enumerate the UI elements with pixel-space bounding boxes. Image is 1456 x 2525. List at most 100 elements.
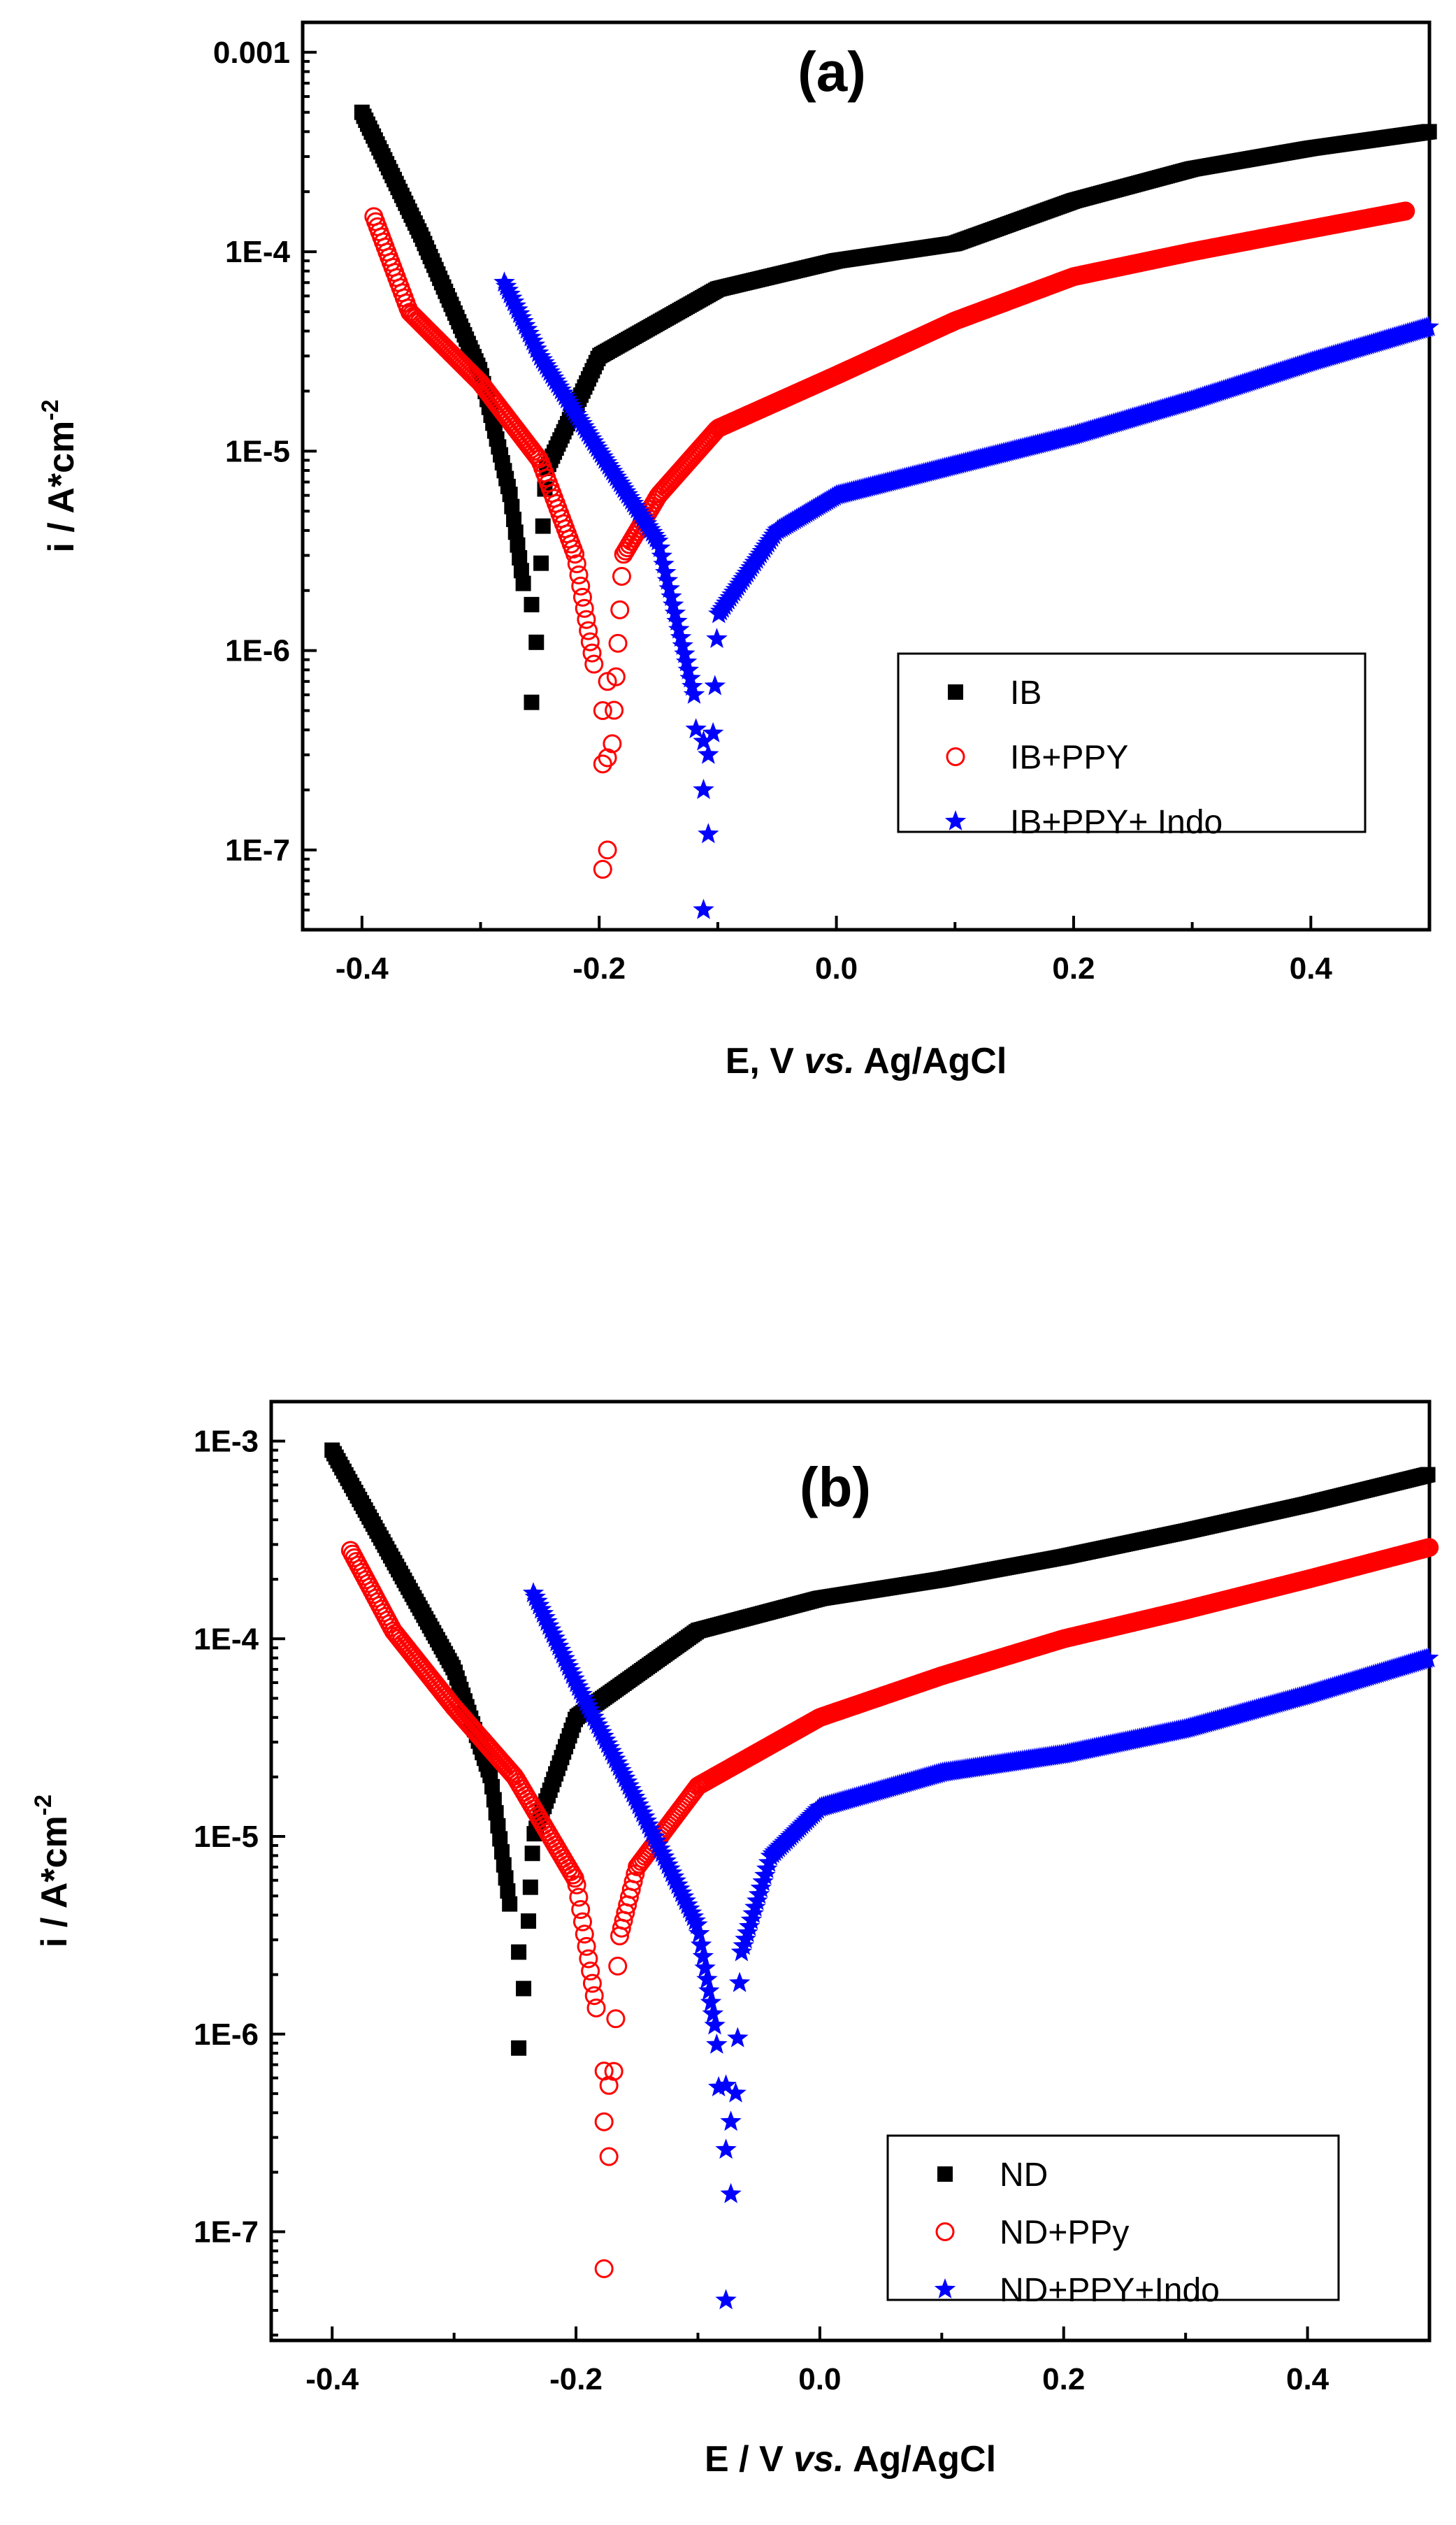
point-ib-ppy [608, 633, 628, 653]
point-ib [502, 487, 518, 503]
point-nd-ppy-indo [720, 2110, 742, 2131]
legend-label: ND+PPY+Indo [1000, 2272, 1220, 2309]
x-axis-title: E, V vs. Ag/AgCl [726, 1041, 1007, 1081]
x-tick-label: 0.0 [798, 2362, 841, 2396]
plot-frame [301, 20, 1432, 932]
point-ib-ppy-indo [693, 779, 714, 799]
point-ib-ppy [598, 672, 617, 691]
point-ib-ppy-indo [656, 569, 679, 590]
point-nd-ppy-indo [707, 2076, 730, 2096]
point-ib-ppy-indo [651, 545, 672, 566]
point-ib-ppy [582, 643, 602, 663]
point-nd [484, 1778, 500, 1794]
legend-label: ND [1000, 2157, 1048, 2194]
point-nd-ppy [594, 2062, 614, 2081]
point-nd [524, 1846, 540, 1862]
point-ib-ppy [565, 545, 585, 564]
point-ib [533, 555, 549, 571]
point-ib-ppy [612, 566, 631, 586]
point-nd-ppy [584, 1986, 604, 2006]
y-tick-label: 1E-6 [194, 2017, 259, 2052]
legend-marker [935, 2222, 955, 2241]
point-nd-ppy-indo [715, 2074, 737, 2095]
point-ib-ppy [577, 610, 596, 629]
point-ib-ppy-indo [702, 721, 724, 742]
point-ib-ppy [1396, 201, 1415, 221]
x-tick-label: -0.4 [336, 951, 389, 986]
point-nd-ppy [579, 1949, 598, 1969]
legend-label: ND+PPy [1000, 2215, 1129, 2252]
point-nd [496, 1857, 512, 1873]
point-nd [502, 1896, 518, 1912]
x-axis: -0.4 -0.2 0.0 0.2 0.4 [305, 2326, 1431, 2396]
x-tick-label: -0.2 [549, 2362, 603, 2396]
point-ib-ppy-indo [706, 628, 728, 648]
y-tick-label: 1E-6 [225, 634, 290, 668]
point-ib-ppy-indo [693, 730, 714, 751]
point-ib-ppy-indo [677, 659, 699, 679]
point-nd-ppy [1420, 1538, 1439, 1558]
point-nd-ppy-indo [700, 1991, 722, 2012]
point-nd-ppy [626, 1864, 645, 1884]
point-nd-ppy [606, 2009, 626, 2029]
data-points [324, 1442, 1439, 2310]
point-nd [516, 1980, 532, 1997]
point-ib-ppy-indo [664, 602, 686, 623]
point-ib-ppy [572, 587, 592, 607]
legend-marker [946, 747, 965, 766]
point-ib-ppy-indo [704, 675, 726, 696]
x-tick-label: 0.2 [1052, 951, 1095, 986]
point-nd-ppy-indo [706, 2034, 728, 2054]
point-ib [1421, 124, 1437, 140]
point-ib [510, 537, 526, 553]
point-nd-ppy [586, 1998, 606, 2017]
y-axis: 1E-7 1E-6 1E-5 1E-4 1E-3 [194, 1425, 285, 2337]
point-nd-ppy [608, 1957, 628, 1976]
point-nd-ppy [569, 1887, 589, 1907]
legend: IB IB+PPY IB+PPY+ Indo [897, 652, 1367, 841]
legend-box [886, 2134, 1340, 2301]
point-nd-ppy [567, 1875, 586, 1894]
legend-label: IB+PPY [1010, 740, 1128, 777]
point-ib-ppy [593, 700, 612, 720]
data-points [354, 104, 1439, 919]
point-nd-ppy [572, 1912, 592, 1931]
panel-a: -0.4 -0.2 0.0 0.2 0.4 1E-71E-61E-51E-40.001 … [37, 20, 1439, 1081]
legend: ND ND+PPy ND+PPY+Indo [886, 2134, 1340, 2309]
point-ib-ppy-indo [1418, 315, 1439, 336]
point-ib-ppy-indo [698, 823, 719, 844]
point-ib-ppy-indo [655, 561, 677, 582]
y-axis-title: i / A*cm-2 [37, 399, 82, 552]
point-ib-ppy [567, 554, 586, 573]
point-ib-ppy-indo [653, 553, 675, 574]
point-nd [522, 1879, 538, 1895]
y-tick-label: 1E-5 [194, 1820, 259, 1854]
point-ib-ppy [610, 600, 630, 619]
y-axis-title: i / A*cm-2 [30, 1794, 75, 1948]
x-axis: -0.4 -0.2 0.0 0.2 0.4 [336, 916, 1431, 986]
point-nd-ppy-indo [689, 1922, 710, 1943]
point-nd-ppy-indo [694, 1957, 716, 1978]
point-nd-ppy [594, 2259, 614, 2278]
point-nd-ppy [571, 1900, 591, 1920]
point-ib-ppy-indo [658, 577, 680, 598]
legend-marker [934, 2278, 956, 2299]
point-ib-ppy-indo [649, 537, 671, 558]
point-ib-ppy [598, 840, 617, 860]
point-nd-ppy-indo [702, 2003, 723, 2023]
legend-marker [937, 2166, 953, 2182]
x-tick-label: 0.2 [1042, 2362, 1085, 2396]
x-tick-label: -0.4 [305, 2362, 359, 2396]
point-nd-ppy [594, 2112, 614, 2131]
panel-label: (a) [798, 41, 866, 103]
point-ib-ppy-indo [661, 586, 682, 606]
point-nd-ppy-indo [720, 2182, 742, 2203]
point-nd-ppy [577, 1936, 596, 1956]
panel-b: -0.4 -0.2 0.0 0.2 0.4 1E-7 1E-6 1E-5 1E-4 1E-3 (… [30, 1400, 1439, 2480]
legend-marker [948, 684, 963, 700]
point-ib [524, 596, 540, 612]
point-ib-ppy [571, 576, 591, 596]
point-nd-ppy [581, 1962, 600, 1981]
point-nd-ppy-indo [698, 1980, 720, 2001]
point-ib-ppy [575, 598, 594, 618]
